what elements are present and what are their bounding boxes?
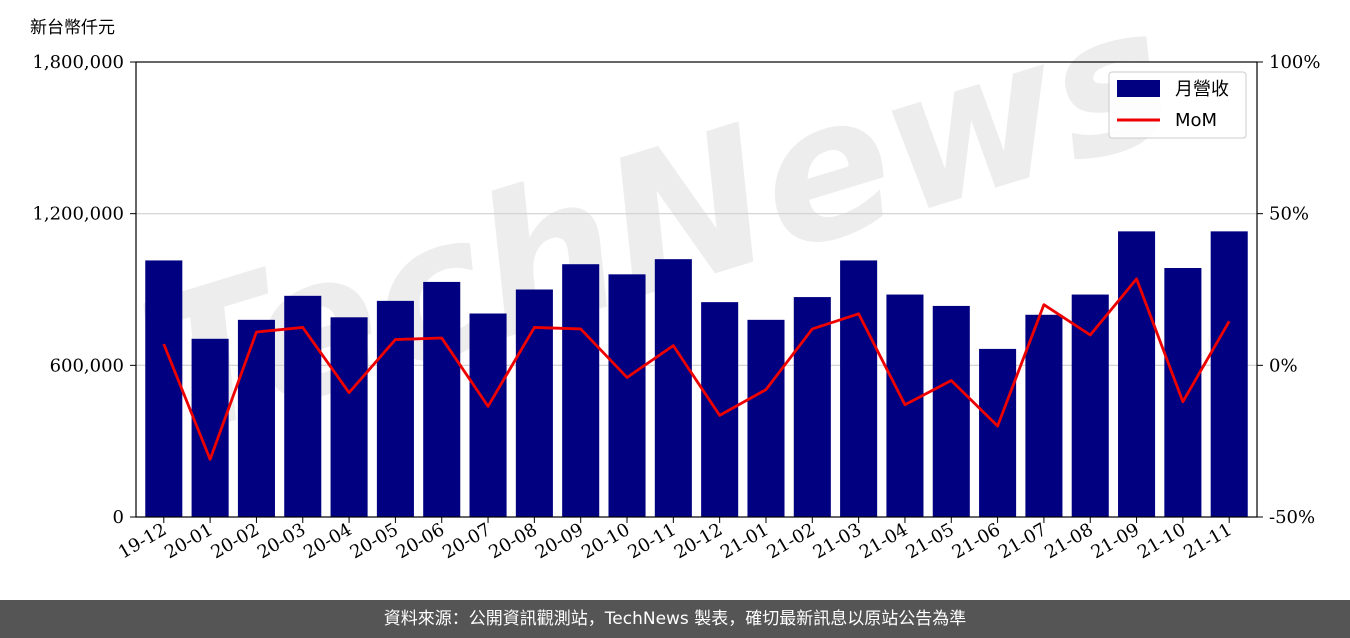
left-tick-label: 0 [113, 507, 124, 528]
x-tick-label: 21-01 [717, 519, 772, 563]
right-tick-label: 0% [1269, 355, 1298, 376]
revenue-bar [654, 259, 692, 517]
revenue-bar [515, 289, 553, 517]
x-tick-label: 21-10 [1134, 519, 1189, 563]
revenue-bar [1025, 314, 1063, 517]
x-tick-label: 20-12 [671, 519, 726, 563]
x-tick-label: 20-09 [532, 519, 587, 563]
x-tick-label: 20-10 [578, 519, 633, 563]
x-tick-label: 21-09 [1088, 519, 1143, 563]
revenue-bar [1071, 294, 1109, 517]
x-tick-label: 20-04 [300, 519, 355, 563]
revenue-bar [145, 260, 183, 517]
revenue-bar [747, 319, 785, 517]
revenue-bar [562, 264, 600, 517]
x-tick-label: 21-04 [856, 519, 911, 563]
mom-series [162, 277, 1231, 461]
x-tick-label: 21-06 [949, 519, 1004, 563]
x-tick-label: 21-11 [1180, 519, 1235, 563]
legend-bar-swatch [1117, 80, 1160, 97]
revenue-bar [469, 313, 507, 517]
x-tick-label: 20-02 [207, 519, 262, 563]
x-tick-label: 21-07 [995, 519, 1050, 563]
revenue-bar [608, 274, 646, 517]
revenue-bar [284, 295, 322, 517]
left-tick-label: 600,000 [50, 355, 124, 376]
x-tick-label: 20-03 [254, 519, 309, 563]
revenue-bar [1164, 268, 1202, 517]
right-tick-label: 50% [1269, 204, 1309, 225]
revenue-bar [237, 319, 275, 517]
source-footer: 資料來源：公開資訊觀測站，TechNews 製表，確切最新訊息以原站公告為準 [0, 600, 1350, 638]
right-axis: -50% 0% 50% 100% [1257, 52, 1320, 528]
x-tick-label: 20-05 [346, 519, 401, 563]
grid-lines [136, 213, 1257, 366]
x-tick-label: 21-08 [1041, 519, 1096, 563]
x-tick-label: 21-03 [810, 519, 865, 563]
revenue-bar [979, 348, 1017, 517]
revenue-bar [330, 317, 368, 517]
right-tick-label: -50% [1269, 507, 1315, 528]
revenue-bar [840, 260, 878, 517]
revenue-bar [423, 281, 461, 517]
revenue-bar [1210, 231, 1248, 517]
bar-series [145, 231, 1248, 517]
left-tick-label: 1,800,000 [32, 52, 124, 73]
revenue-bar [793, 297, 831, 517]
left-axis: 0 600,000 1,200,000 1,800,000 [32, 52, 136, 528]
revenue-bar [376, 300, 414, 517]
unit-label: 新台幣仟元 [30, 18, 115, 38]
legend: 月營收 MoM [1108, 71, 1247, 139]
revenue-bar [932, 305, 970, 517]
x-tick-label: 20-01 [161, 519, 216, 563]
revenue-bar [1118, 231, 1156, 517]
x-tick-label: 21-02 [763, 519, 818, 563]
left-tick-label: 1,200,000 [32, 204, 124, 225]
x-tick-label: 20-07 [439, 519, 494, 563]
legend-bar-label: 月營收 [1175, 79, 1229, 100]
plot-frame [135, 61, 1258, 518]
right-tick-label: 100% [1269, 52, 1320, 73]
x-tick-label: 20-11 [624, 519, 679, 563]
x-axis: 19-1220-0120-0220-0320-0420-0520-0620-07… [115, 517, 1236, 563]
x-tick-label: 20-06 [393, 519, 448, 563]
x-tick-label: 21-05 [902, 519, 957, 563]
mom-line [162, 277, 1231, 461]
legend-line-label: MoM [1175, 110, 1217, 131]
x-tick-label: 20-08 [485, 519, 540, 563]
